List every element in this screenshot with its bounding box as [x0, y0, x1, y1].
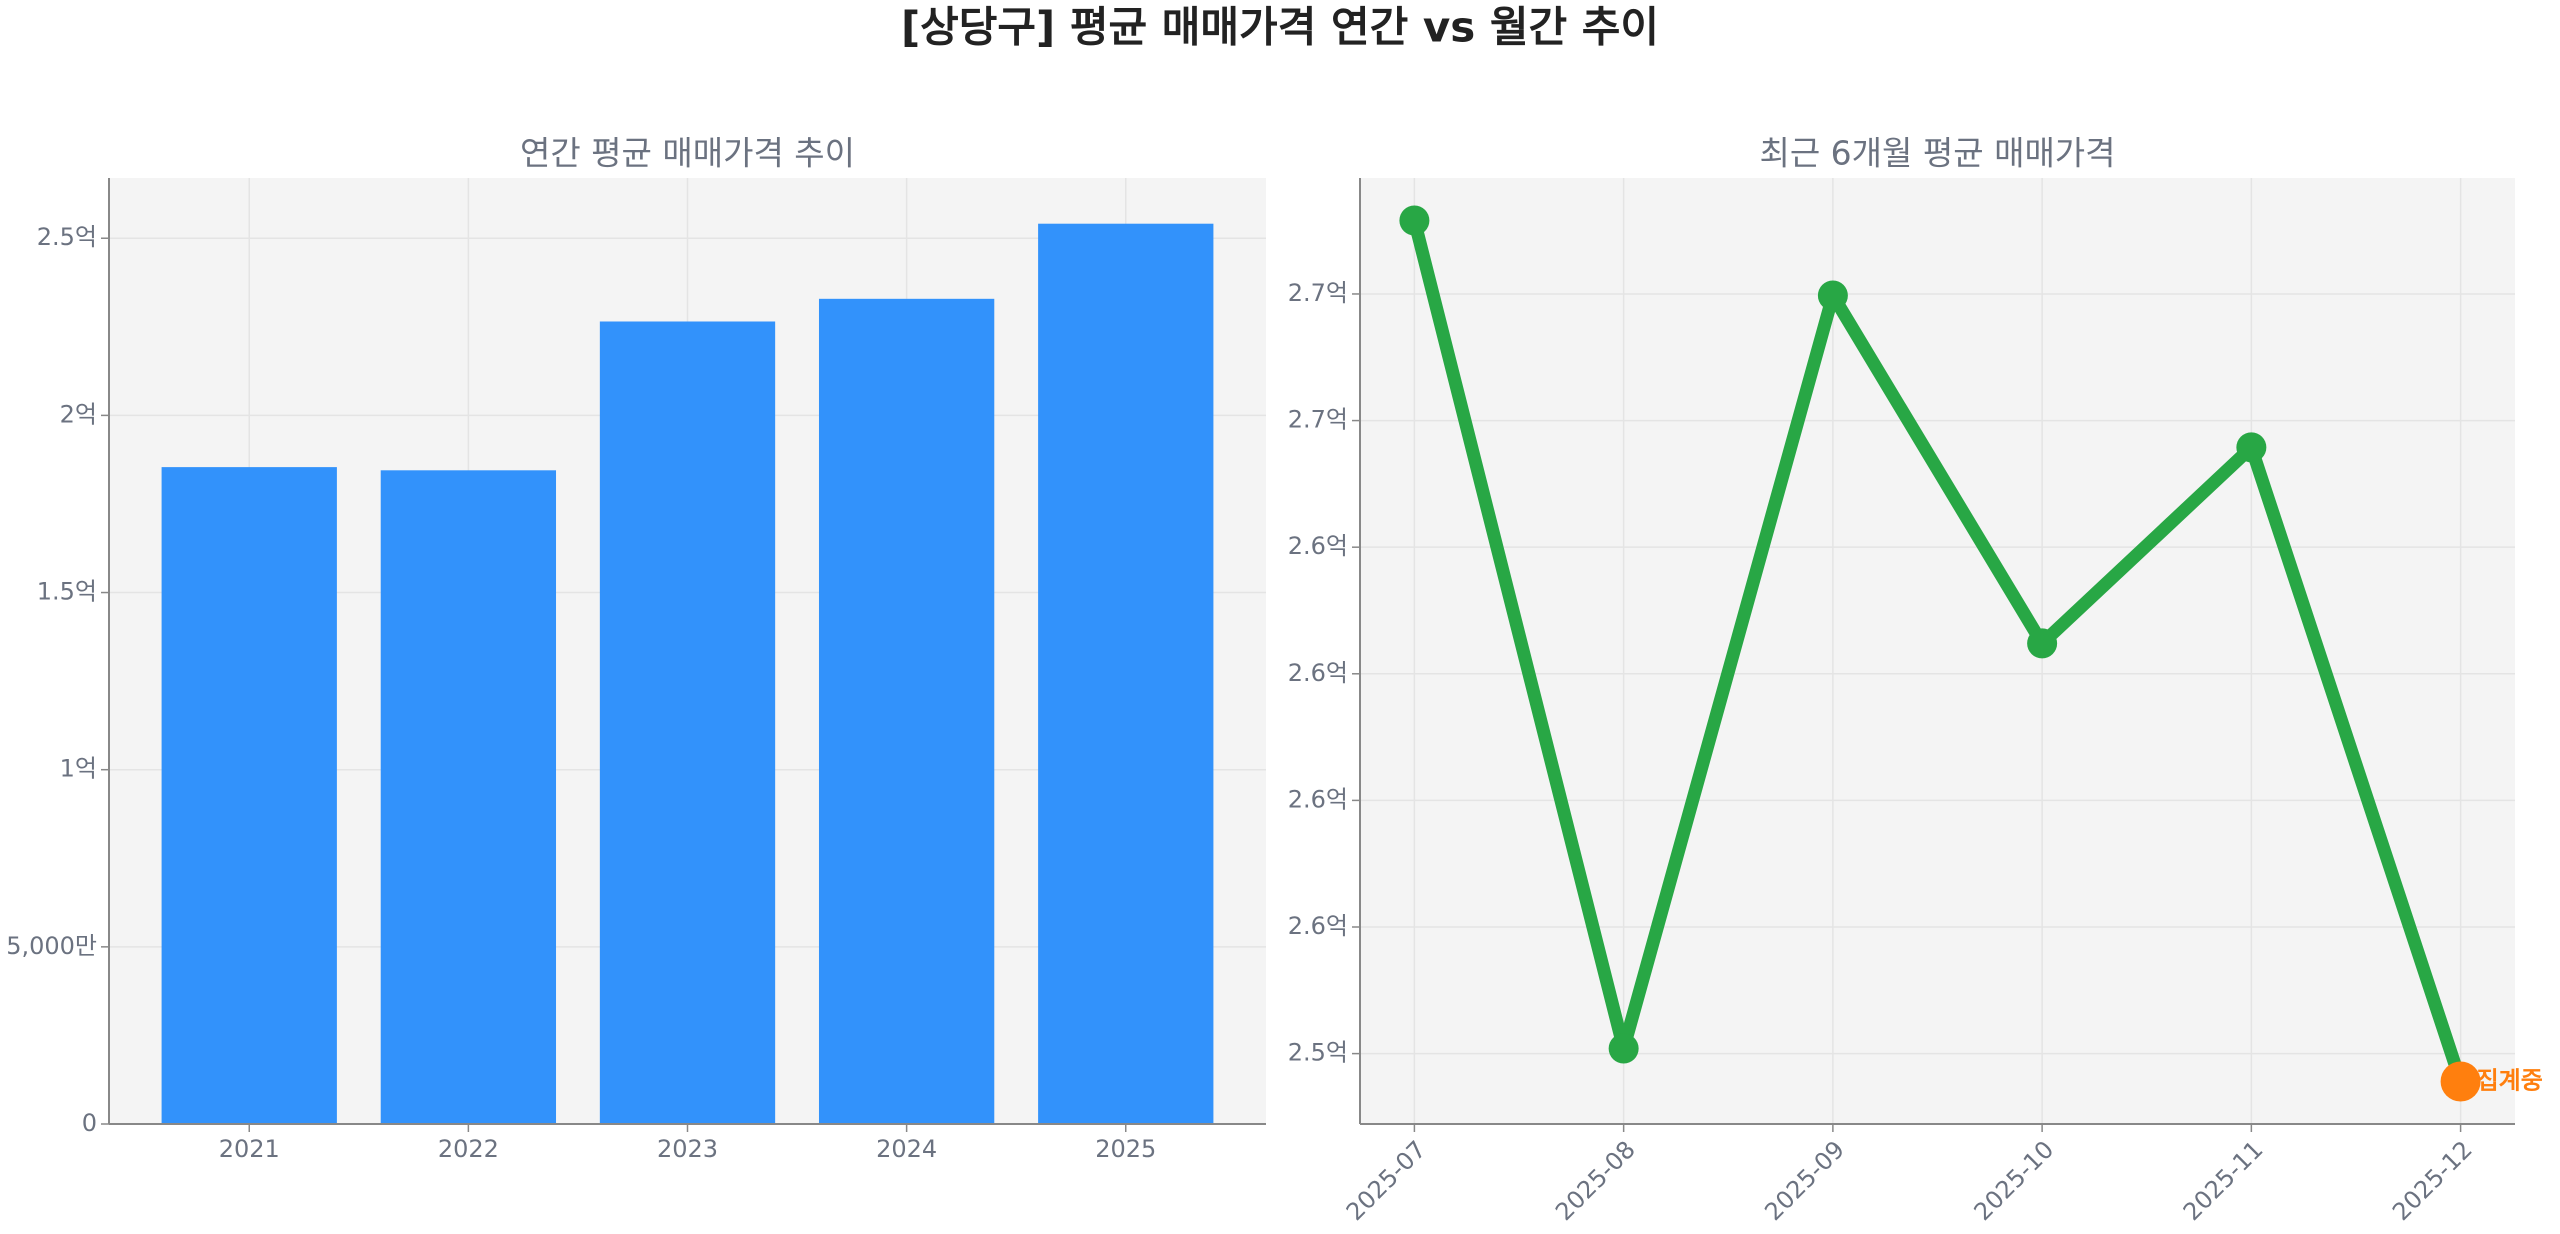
- bar: [818, 298, 995, 1124]
- marker: [2027, 628, 2058, 659]
- plot-area: [1360, 178, 2515, 1124]
- marker: [2236, 432, 2267, 463]
- y-tick-label: 2.7억: [1288, 279, 1348, 307]
- y-tick-label: 0: [82, 1109, 97, 1137]
- x-tick-label: 2021: [219, 1135, 280, 1163]
- x-tick-label: 2025-10: [1969, 1135, 2060, 1226]
- y-tick-label: 2.6억: [1288, 785, 1348, 813]
- bar: [599, 321, 776, 1124]
- x-tick-label: 2025-08: [1550, 1135, 1641, 1226]
- marker: [1608, 1033, 1639, 1064]
- y-tick-label: 2.6억: [1288, 659, 1348, 687]
- y-tick-label: 2.7억: [1288, 406, 1348, 434]
- line: [1408, 218, 2467, 1084]
- y-tick-label: 2.6억: [1288, 912, 1348, 940]
- marker: [1399, 205, 1430, 236]
- y-tick-label: 2억: [60, 400, 97, 428]
- highlight-marker: [2440, 1061, 2481, 1102]
- chart-title: 연간 평균 매매가격 추이: [520, 134, 855, 173]
- x-tick-label: 2025: [1095, 1135, 1156, 1163]
- figure-title: [상당구] 평균 매매가격 연간 vs 월간 추이: [901, 3, 1659, 52]
- y-tick-label: 2.5억: [37, 223, 97, 251]
- y-tick-label: 1억: [60, 755, 97, 783]
- x-tick-label: 2025-12: [2387, 1135, 2478, 1226]
- bar: [380, 470, 557, 1125]
- annotation: 집계중: [2477, 1066, 2543, 1094]
- y-tick-label: 2.5억: [1288, 1039, 1348, 1067]
- y-tick-label: 2.6억: [1288, 532, 1348, 560]
- bar: [161, 467, 337, 1124]
- x-tick-label: 2025-09: [1759, 1135, 1850, 1226]
- bar: [1038, 223, 1214, 1124]
- x-tick-label: 2023: [657, 1135, 718, 1163]
- x-tick-label: 2022: [438, 1135, 499, 1163]
- y-tick-label: 5,000만: [6, 932, 97, 960]
- x-tick-label: 2025-11: [2178, 1135, 2269, 1226]
- chart-title: 최근 6개월 평균 매매가격: [1759, 134, 2115, 173]
- y-tick-label: 1.5억: [37, 578, 97, 606]
- x-tick-label: 2024: [876, 1135, 937, 1163]
- marker: [1817, 280, 1848, 311]
- x-tick-label: 2025-07: [1341, 1135, 1432, 1226]
